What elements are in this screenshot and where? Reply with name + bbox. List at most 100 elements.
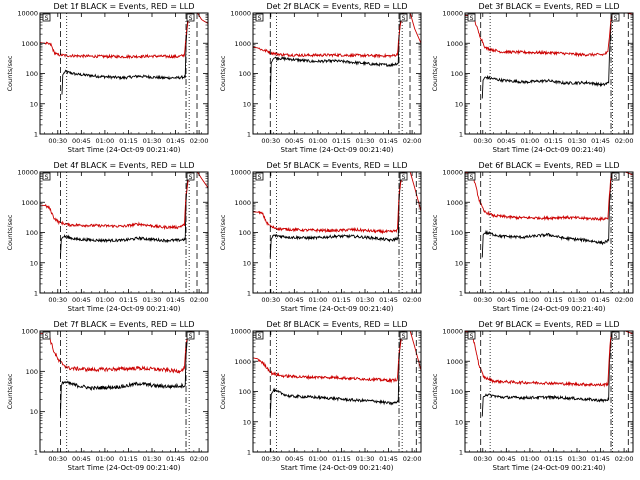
y-tick-label: 10 xyxy=(455,418,463,426)
panel-title: Det 1f BLACK = Events, RED = LLD xyxy=(53,2,194,11)
series-events-line xyxy=(269,331,405,417)
sun-marker-box xyxy=(467,331,476,340)
x-tick-label: 00:45 xyxy=(497,137,516,145)
plot-area xyxy=(465,13,633,134)
series-events-line xyxy=(61,13,192,95)
series-events-line xyxy=(481,172,615,258)
series-lld-line xyxy=(465,13,633,58)
series-lld-line xyxy=(40,13,208,60)
panel-title: Det 6f BLACK = Events, RED = LLD xyxy=(478,161,619,170)
detector-panel-8: Det 8f BLACK = Events, RED = LLD S S 1 10 100… xyxy=(219,320,422,472)
x-tick-label: 00:30 xyxy=(473,455,492,463)
x-tick-label: 00:45 xyxy=(285,296,304,304)
series-lld-line xyxy=(465,331,633,388)
x-tick-label: 00:45 xyxy=(72,137,91,145)
sun-marker-box xyxy=(611,172,620,181)
plot-area xyxy=(253,331,421,452)
x-tick-label: 02:00 xyxy=(615,296,634,304)
y-tick-label: 100 xyxy=(26,70,38,78)
x-tick-label: 00:30 xyxy=(48,137,67,145)
y-tick-label: 10 xyxy=(30,259,38,267)
detector-panel-2: Det 2f BLACK = Events, RED = LLD S S 1 10 100… xyxy=(219,2,422,154)
series-events-line xyxy=(269,13,405,99)
plot-frame xyxy=(39,12,209,135)
x-tick-label: 01:00 xyxy=(309,455,328,463)
sun-marker-box xyxy=(399,172,408,181)
y-tick-label: 1 xyxy=(34,449,38,457)
y-axis-label: Counts/sec xyxy=(6,214,14,250)
plot-area xyxy=(465,172,633,293)
y-tick-label: 100 xyxy=(26,368,38,376)
series-events-line xyxy=(59,331,192,416)
x-tick-label: 00:30 xyxy=(261,455,280,463)
sun-marker-label: S xyxy=(189,15,193,22)
y-tick-label: 1000 xyxy=(446,358,463,366)
sun-marker-label: S xyxy=(614,174,618,181)
y-tick-label: 10 xyxy=(30,100,38,108)
panel-title: Det 2f BLACK = Events, RED = LLD xyxy=(266,2,407,11)
y-axis-label: Counts/sec xyxy=(219,55,227,91)
sun-marker-box xyxy=(255,331,264,340)
x-tick-label: 01:45 xyxy=(166,296,185,304)
y-tick-label: 1 xyxy=(247,449,251,457)
sun-marker-label: S xyxy=(45,333,49,340)
detector-panel-7: Det 7f BLACK = Events, RED = LLD S S 1 10 100… xyxy=(6,320,209,472)
y-tick-label: 1000 xyxy=(234,358,251,366)
x-tick-label: 01:45 xyxy=(166,455,185,463)
sun-marker-label: S xyxy=(402,174,406,181)
y-tick-label: 100 xyxy=(451,229,463,237)
series-events-line xyxy=(59,172,192,258)
sun-marker-box xyxy=(611,13,620,22)
x-tick-label: 01:00 xyxy=(521,296,540,304)
sun-marker-box xyxy=(467,172,476,181)
sun-marker-label: S xyxy=(258,174,262,181)
y-tick-label: 10 xyxy=(30,408,38,416)
plot-frame xyxy=(252,171,422,294)
x-tick-label: 02:00 xyxy=(403,137,422,145)
y-axis-label: Counts/sec xyxy=(6,373,14,409)
y-tick-label: 10000 xyxy=(230,328,251,336)
x-tick-label: 00:30 xyxy=(473,296,492,304)
panel-title: Det 7f BLACK = Events, RED = LLD xyxy=(53,320,194,329)
x-tick-label: 01:45 xyxy=(379,137,398,145)
series-events-line xyxy=(481,13,615,99)
x-tick-label: 02:00 xyxy=(615,137,634,145)
y-tick-label: 10 xyxy=(243,259,251,267)
x-tick-label: 01:30 xyxy=(568,137,587,145)
plot-area xyxy=(40,331,193,452)
x-tick-label: 01:30 xyxy=(356,455,375,463)
x-tick-label: 01:00 xyxy=(96,455,115,463)
x-tick-label: 01:15 xyxy=(119,137,138,145)
x-tick-label: 02:00 xyxy=(403,296,422,304)
x-tick-label: 00:45 xyxy=(72,296,91,304)
series-events-line xyxy=(269,172,405,258)
x-tick-label: 01:45 xyxy=(379,455,398,463)
detector-panel-3: Det 3f BLACK = Events, RED = LLD S S 1 10 100… xyxy=(431,2,634,154)
x-tick-label: 00:45 xyxy=(497,455,516,463)
x-tick-label: 01:30 xyxy=(143,455,162,463)
series-events-line xyxy=(481,331,615,417)
x-tick-label: 01:00 xyxy=(309,296,328,304)
y-tick-label: 10000 xyxy=(442,10,463,18)
y-tick-label: 1 xyxy=(459,131,463,139)
plot-frame xyxy=(39,171,209,294)
y-axis-label: Counts/sec xyxy=(431,55,439,91)
x-tick-label: 02:00 xyxy=(190,455,209,463)
x-tick-label: 01:30 xyxy=(143,137,162,145)
y-tick-label: 10 xyxy=(455,100,463,108)
y-tick-label: 1000 xyxy=(21,328,38,336)
y-tick-label: 10000 xyxy=(230,10,251,18)
x-tick-label: 01:15 xyxy=(119,455,138,463)
sun-marker-box xyxy=(186,331,195,340)
x-tick-label: 01:15 xyxy=(544,137,563,145)
x-tick-label: 01:45 xyxy=(591,137,610,145)
sun-marker-label: S xyxy=(402,333,406,340)
sun-marker-label: S xyxy=(45,15,49,22)
detector-panel-9: Det 9f BLACK = Events, RED = LLD S S 1 10 100… xyxy=(431,320,634,472)
x-tick-label: 00:30 xyxy=(261,137,280,145)
y-axis-label: Counts/sec xyxy=(431,373,439,409)
y-tick-label: 1000 xyxy=(21,199,38,207)
x-tick-label: 01:30 xyxy=(568,455,587,463)
sun-marker-box xyxy=(42,13,51,22)
x-tick-label: 02:00 xyxy=(615,455,634,463)
